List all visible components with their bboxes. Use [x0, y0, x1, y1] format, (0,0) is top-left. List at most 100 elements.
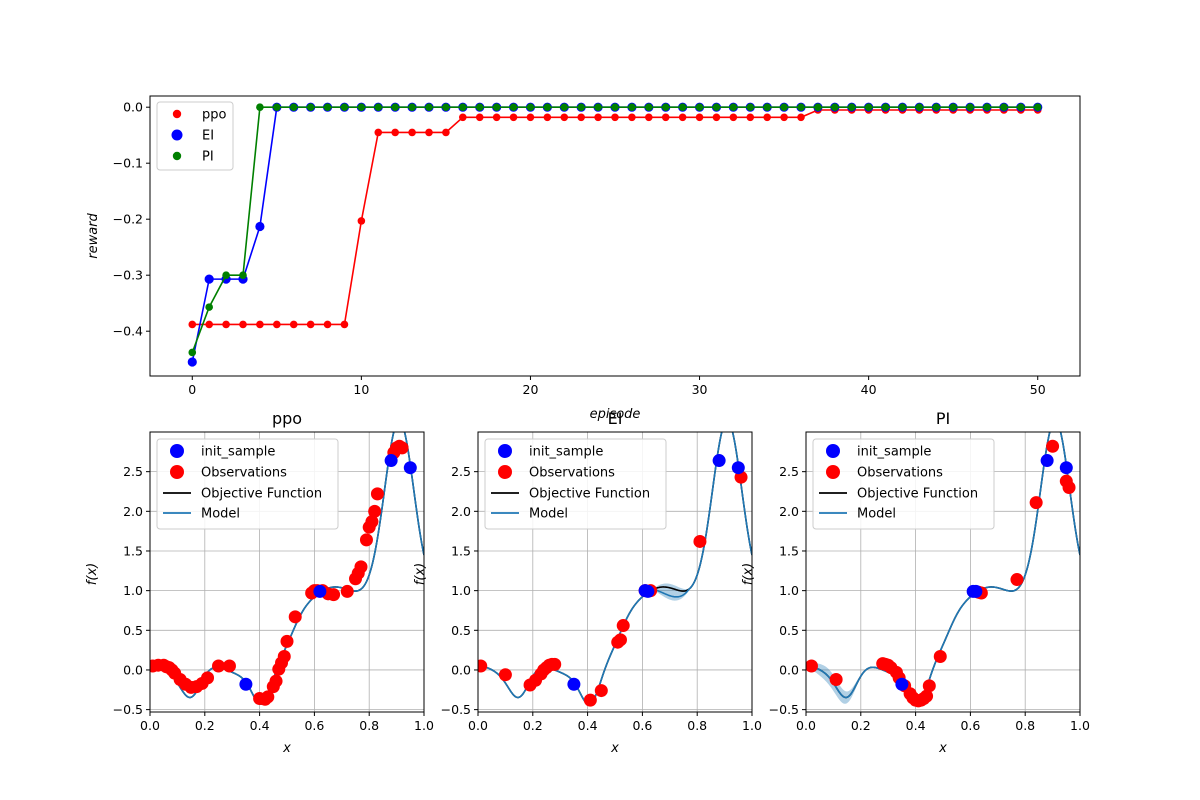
point-PI: [425, 103, 433, 111]
plot-area: [478, 432, 752, 707]
legend: ppo EI PI: [156, 101, 234, 171]
y-tick-label: −0.5: [113, 702, 143, 717]
point-PI: [864, 103, 873, 111]
observation-point: [498, 668, 512, 682]
point-ppo: [628, 113, 636, 122]
x-tick-label: 1.0: [742, 718, 762, 733]
x-tick-label: 0.0: [468, 718, 488, 733]
init-sample-point: [1040, 454, 1054, 468]
legend-label-EI: EI: [202, 129, 214, 144]
y-tick-label: −0.5: [441, 702, 471, 717]
point-PI: [442, 103, 450, 111]
point-PI: [526, 103, 535, 111]
init-sample-point: [403, 461, 417, 475]
legend: init_sample Observations Objective Functio…: [156, 438, 339, 530]
y-axis-label: f(x): [85, 563, 100, 585]
observation-point: [269, 674, 283, 688]
observation-point: [327, 588, 341, 602]
x-axis-label: x: [610, 741, 619, 756]
legend: init_sample Observations Objective Functio…: [812, 438, 995, 530]
y-tick-label: 0.0: [123, 100, 143, 115]
point-ppo: [205, 320, 213, 329]
point-ppo: [661, 113, 670, 122]
observation-point: [370, 487, 384, 501]
observation-point: [920, 689, 934, 703]
point-ppo: [611, 113, 619, 122]
point-ppo: [695, 113, 704, 122]
legend-marker-observations: [498, 465, 512, 479]
observation-point: [616, 619, 630, 633]
y-tick-label: 1.0: [451, 583, 471, 598]
x-tick-label: 30: [692, 382, 708, 397]
axes-frame: [805, 431, 1081, 713]
subplot-title: ppo: [272, 409, 302, 428]
x-tick-label: 0.6: [960, 718, 980, 733]
init-sample-point: [384, 454, 398, 468]
point-PI: [645, 103, 653, 111]
observation-point: [288, 610, 302, 624]
point-ppo: [408, 128, 416, 137]
point-PI: [340, 103, 349, 111]
point-ppo: [780, 113, 788, 122]
x-tick-label: 0.8: [359, 718, 379, 733]
point-ppo: [746, 113, 755, 122]
y-axis-label: f(x): [413, 563, 428, 585]
legend-label: init_sample: [201, 445, 275, 460]
observation-point: [261, 690, 275, 704]
point-ppo: [763, 113, 771, 122]
point-PI: [611, 103, 619, 111]
point-ppo: [357, 217, 366, 225]
init-sample-point: [313, 584, 327, 598]
y-tick-label: −0.4: [113, 324, 143, 339]
y-tick-label: −0.1: [113, 156, 143, 171]
pi-subplot: 0.0 0.2 0.4 0.6 0.8 1.0−0.50.00.51.01.52.02.5…: [741, 409, 1090, 756]
y-tick-label: 0.5: [779, 623, 799, 638]
legend-marker-observations: [170, 465, 184, 479]
legend-marker-EI: [171, 129, 183, 141]
point-ppo: [340, 320, 349, 329]
point-PI: [915, 103, 924, 111]
point-ppo: [306, 320, 315, 329]
point-ppo: [729, 113, 738, 122]
plot-area: [150, 432, 424, 706]
y-tick-label: 2.5: [123, 464, 143, 479]
point-PI: [847, 103, 856, 111]
point-PI: [543, 103, 552, 111]
legend-marker-observations: [826, 465, 840, 479]
point-PI: [746, 103, 755, 111]
init-sample-point: [731, 461, 745, 475]
point-PI: [306, 103, 315, 111]
y-tick-label: 2.0: [451, 504, 471, 519]
point-ppo: [459, 113, 467, 122]
y-tick-label: 2.0: [779, 504, 799, 519]
point-PI: [966, 103, 974, 111]
y-tick-label: 0.5: [123, 623, 143, 638]
point-PI: [831, 103, 839, 111]
point-ppo: [239, 320, 247, 329]
point-PI: [594, 103, 602, 111]
point-ppo: [188, 320, 197, 329]
y-tick-label: −0.2: [113, 212, 143, 227]
observation-point: [829, 672, 843, 686]
y-tick-label: 1.0: [123, 583, 143, 598]
init-sample-point: [239, 677, 253, 691]
legend-label: Objective Function: [201, 487, 322, 502]
observation-point: [806, 659, 818, 673]
y-tick-label: 1.5: [451, 543, 471, 558]
axes-frame: [477, 431, 753, 713]
y-axis-label: f(x): [741, 563, 756, 585]
point-PI: [509, 103, 518, 111]
init-sample-point: [895, 677, 909, 691]
point-PI: [729, 103, 738, 111]
legend-label: Observations: [857, 466, 943, 481]
legend-marker-init-sample: [170, 444, 184, 458]
point-PI: [678, 103, 687, 111]
point-PI: [239, 271, 247, 280]
subplot-title: EI: [608, 409, 623, 428]
reward-chart: 0 10 20 30 40 50 0.0 −0.1 −0.2 −0.3 −0.4 episode rew…: [86, 95, 1081, 422]
subplot-title: PI: [936, 409, 950, 428]
model-line: [806, 432, 1080, 706]
point-PI: [475, 103, 484, 111]
x-tick-label: 0.6: [632, 718, 652, 733]
point-PI: [391, 103, 399, 111]
